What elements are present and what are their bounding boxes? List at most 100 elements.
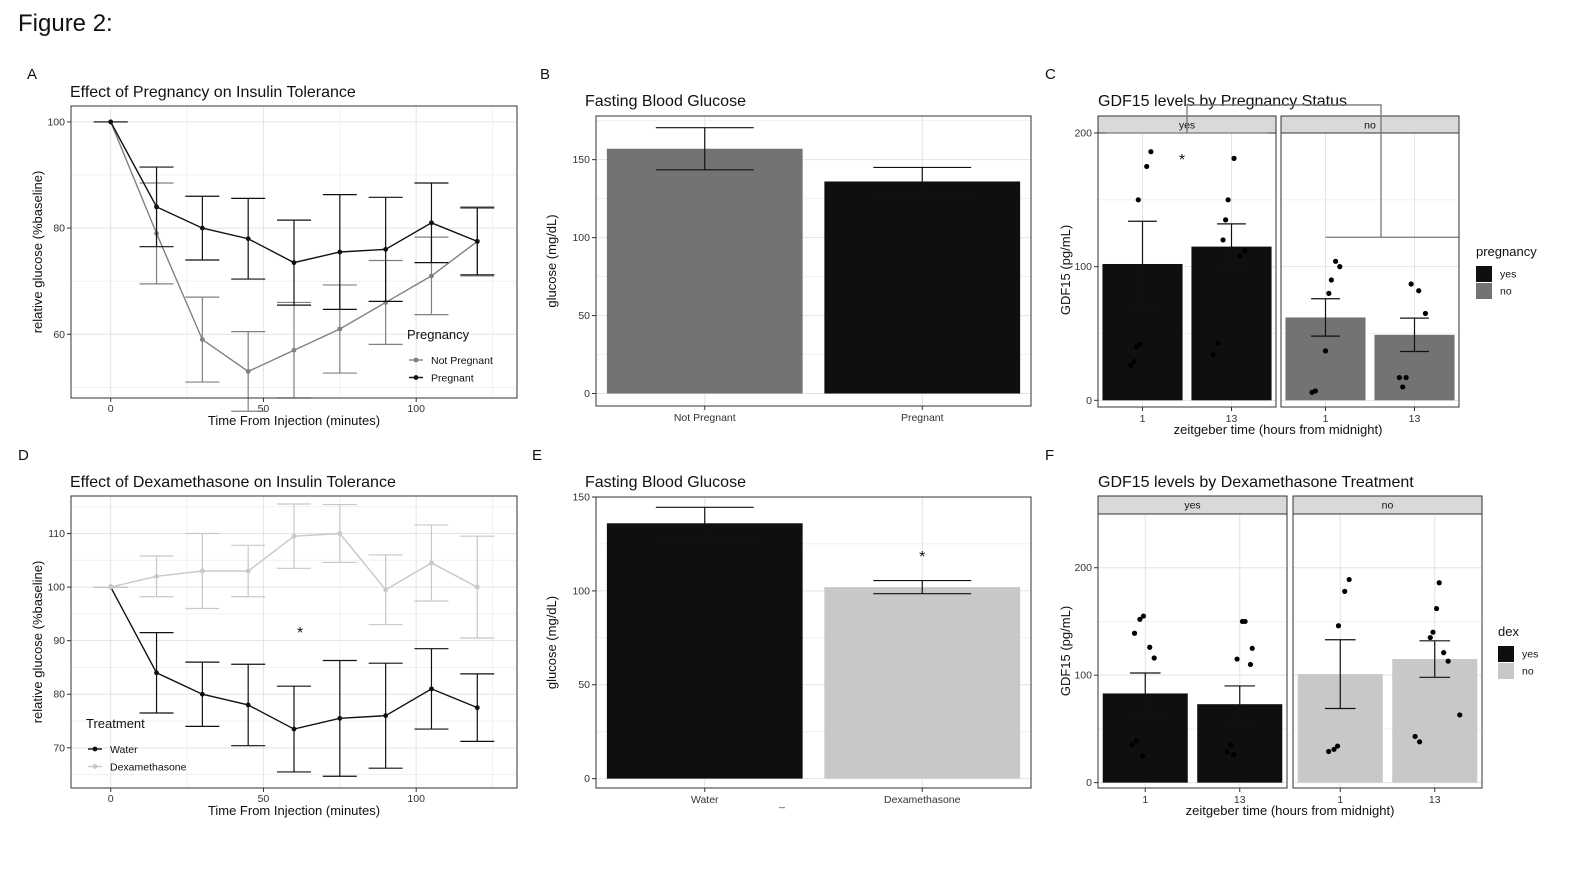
panel-title: Effect of Dexamethasone on Insulin Toler… [70,474,396,491]
series-dexamethasone [93,503,495,639]
data-point [429,220,434,226]
jitter-point [1328,277,1334,283]
data-point [383,587,389,593]
jitter-point [1335,623,1342,629]
panel-border [595,496,1032,789]
stray-underscore-mark: _ [778,797,785,809]
x-tick-label: 13 [1234,794,1246,806]
panel-border [1292,513,1483,789]
jitter-point [1346,576,1352,583]
y-tick-label: 80 [53,223,65,235]
y-tick-label: 100 [47,582,65,594]
y-tick-label: 200 [1074,128,1092,140]
data-point [337,715,343,721]
y-tick-label: 50 [578,310,590,322]
data-point [383,713,389,719]
panel-border [70,105,518,399]
y-tick-label: 150 [572,154,590,166]
data-point [429,560,434,566]
y-axis-label: relative glucose (%baseline) [30,561,45,724]
data-point [429,686,434,692]
x-tick-label: 0 [108,793,114,805]
data-point [108,119,114,125]
panel-title: GDF15 levels by Dexamethasone Treatment [1098,474,1414,491]
panel-border [1097,513,1288,789]
figure-title: Figure 2: [18,10,113,37]
panel-border [70,495,518,789]
legend-key [1498,663,1514,679]
y-tick-label: 60 [53,329,65,341]
jitter-point [1400,384,1406,390]
panel-title: Fasting Blood Glucose [585,93,746,110]
legend-title: Pregnancy [407,327,470,342]
x-axis-label: Time From Injection (minutes) [208,803,380,818]
x-axis-label: Time From Injection (minutes) [208,413,380,428]
jitter-point [1416,288,1422,294]
panel-a: 60 80 100 Effect of Pregnancy on Insulin To… [30,84,518,428]
y-axis-label: glucose (mg/dL) [544,214,559,307]
jitter-point [1416,739,1423,745]
y-tick-label: 100 [572,232,590,244]
x-axis-label: zeitgeber time (hours from midnight) [1174,422,1383,437]
bar [824,587,1021,779]
panel-letter-b: B [540,66,551,83]
significance-marker: * [919,549,925,566]
jitter-point [1137,341,1143,347]
bracket-connector [1186,104,1382,238]
jitter-point [1334,743,1341,749]
jitter-point [1436,580,1442,586]
data-point [474,705,480,711]
panel-b: 0 50 100 150 Fasting Blood Glucose glucose (m… [544,93,1032,424]
y-axis-label: GDF15 (pg/mL) [1058,225,1073,315]
series-water [93,584,495,777]
y-tick-label: 100 [572,585,590,597]
jitter-point [1249,645,1255,651]
data-point [383,246,389,252]
panel-border [595,115,1032,407]
bar [606,148,803,394]
panel-title: Fasting Blood Glucose [585,474,746,491]
data-point [291,260,297,266]
y-tick-label: 0 [584,388,590,400]
facet-no: no 1 13 [1280,115,1460,425]
facet-yes: yes 1 13 [1097,495,1288,806]
legend-title: Treatment [86,716,145,731]
y-tick-label: 80 [53,689,65,701]
legend-key [1498,646,1514,662]
legend-key-point [413,375,419,380]
jitter-point [1427,634,1433,641]
data-point [337,326,343,332]
panel-letter-e: E [532,447,543,464]
panel-c: GDF15 levels by Pregnancy Status GDF15 (p… [1058,93,1537,437]
bar [1392,659,1478,783]
jitter-point [1237,253,1243,259]
jitter-point [1430,629,1436,635]
x-tick-label: 13 [1226,413,1238,425]
panel-title: Effect of Pregnancy on Insulin Tolerance [70,84,356,101]
jitter-point [1247,661,1254,668]
jitter-point [1242,248,1248,254]
facet-strip-label: no [1364,120,1376,132]
y-tick-label: 0 [584,773,590,785]
x-tick-label: 13 [1429,794,1441,806]
x-tick-label: Not Pregnant [674,412,736,424]
legend-label: no [1522,666,1534,678]
x-tick-label: Dexamethasone [884,794,961,806]
x-tick-label: 50 [258,403,270,415]
y-tick-label: 100 [1074,670,1092,682]
y-tick-label: 110 [48,528,65,540]
legend-label: yes [1522,649,1538,661]
bar [606,523,803,779]
x-axis-label: zeitgeber time (hours from midnight) [1186,803,1395,818]
jitter-point [1332,258,1339,264]
facet-no: no 1 13 [1292,495,1483,806]
jitter-point [1140,613,1147,619]
data-point [154,670,159,676]
jitter-point [1224,748,1230,755]
jitter-point [1147,644,1153,650]
x-tick-label: 100 [407,793,425,805]
data-point [474,584,480,590]
y-axis-label: GDF15 (pg/mL) [1058,606,1073,696]
jitter-point [1137,616,1143,622]
data-point [291,347,297,353]
